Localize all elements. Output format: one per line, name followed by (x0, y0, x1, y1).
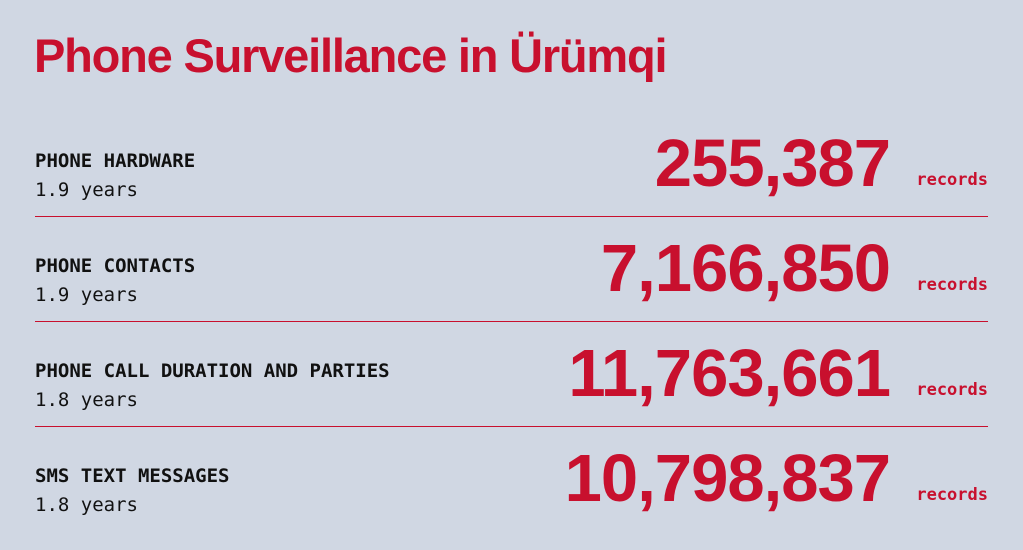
row: PHONE HARDWARE 1.9 years 255,387 records (35, 130, 988, 235)
row-count: 10,798,837 (564, 441, 891, 516)
row-unit: records (916, 170, 988, 190)
row-unit: records (916, 485, 988, 505)
row: PHONE CONTACTS 1.9 years 7,166,850 records (35, 235, 988, 340)
row-duration: 1.8 years (35, 389, 138, 411)
divider (35, 321, 988, 322)
divider (35, 216, 988, 217)
row-unit: records (916, 275, 988, 295)
row-count: 11,763,661 (568, 336, 891, 411)
row-count: 7,166,850 (600, 231, 891, 306)
row-unit: records (916, 380, 988, 400)
divider (35, 426, 988, 427)
row-duration: 1.9 years (35, 179, 138, 201)
row-label: SMS TEXT MESSAGES (35, 465, 230, 487)
title: Phone Surveillance in Ürümqi (34, 29, 668, 82)
row-label: PHONE CONTACTS (35, 255, 196, 277)
row-count: 255,387 (654, 126, 891, 201)
row-duration: 1.8 years (35, 494, 138, 516)
row: PHONE CALL DURATION AND PARTIES 1.8 years… (35, 340, 988, 445)
row-label: PHONE CALL DURATION AND PARTIES (35, 360, 390, 382)
row-duration: 1.9 years (35, 284, 138, 306)
row: SMS TEXT MESSAGES 1.8 years 10,798,837 reco… (35, 445, 988, 550)
row-label: PHONE HARDWARE (35, 150, 196, 172)
